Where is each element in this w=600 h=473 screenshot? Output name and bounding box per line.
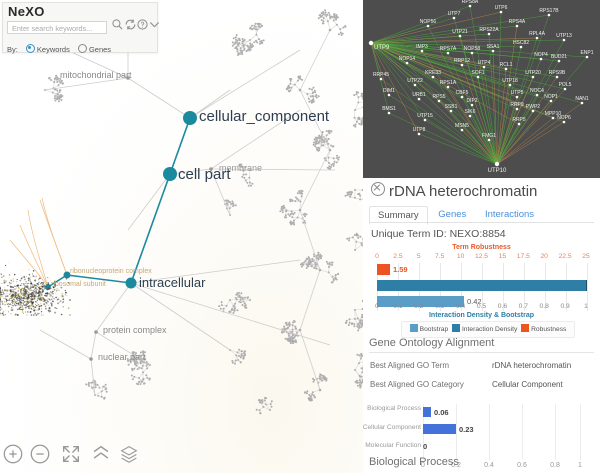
svg-text:NOP58: NOP58 bbox=[464, 46, 481, 52]
svg-text:ENP1: ENP1 bbox=[580, 50, 593, 56]
svg-text:RRP12: RRP12 bbox=[454, 58, 470, 64]
svg-text:BMS1: BMS1 bbox=[382, 106, 396, 112]
svg-text:UTP5: UTP5 bbox=[511, 90, 524, 96]
svg-text:RPS8A: RPS8A bbox=[462, 0, 479, 5]
svg-text:SOF1: SOF1 bbox=[471, 70, 484, 76]
svg-text:RPS22A: RPS22A bbox=[479, 27, 499, 33]
svg-text:RPS4A: RPS4A bbox=[509, 19, 526, 25]
svg-text:UTP7: UTP7 bbox=[448, 11, 461, 17]
svg-text:NAN1: NAN1 bbox=[575, 96, 589, 102]
svg-text:DIP2: DIP2 bbox=[466, 98, 477, 104]
svg-text:POL5: POL5 bbox=[559, 82, 572, 88]
svg-text:URB1: URB1 bbox=[412, 92, 426, 98]
svg-text:UTP8: UTP8 bbox=[413, 127, 426, 133]
svg-text:NOP4: NOP4 bbox=[534, 52, 548, 58]
svg-text:RRP9: RRP9 bbox=[510, 102, 524, 108]
svg-text:IMP3: IMP3 bbox=[416, 44, 428, 50]
svg-text:HSC82: HSC82 bbox=[513, 40, 529, 46]
svg-text:UTP10: UTP10 bbox=[488, 168, 507, 174]
svg-text:NOP6: NOP6 bbox=[557, 115, 571, 121]
svg-text:SSA1: SSA1 bbox=[487, 44, 500, 50]
svg-text:DIM1: DIM1 bbox=[383, 88, 395, 94]
svg-text:RCL1: RCL1 bbox=[500, 62, 513, 68]
svg-text:RPS7A: RPS7A bbox=[440, 46, 457, 52]
svg-text:UTP20: UTP20 bbox=[525, 70, 541, 76]
svg-text:UTP6: UTP6 bbox=[495, 5, 508, 11]
svg-text:NOP1: NOP1 bbox=[544, 94, 558, 100]
svg-text:CBF5: CBF5 bbox=[456, 90, 469, 96]
svg-text:RRP5: RRP5 bbox=[512, 117, 526, 123]
svg-text:BUD21: BUD21 bbox=[551, 54, 567, 60]
svg-text:RPS1A: RPS1A bbox=[440, 80, 457, 86]
svg-text:UTP21: UTP21 bbox=[452, 29, 468, 35]
svg-text:NOP56: NOP56 bbox=[420, 19, 437, 25]
svg-text:SIK6: SIK6 bbox=[465, 109, 476, 115]
svg-text:FMG1: FMG1 bbox=[482, 133, 496, 139]
svg-text:UTP13: UTP13 bbox=[556, 33, 572, 39]
svg-text:RPS5: RPS5 bbox=[432, 94, 445, 100]
svg-text:UTP18: UTP18 bbox=[502, 78, 518, 84]
svg-text:RPL4A: RPL4A bbox=[529, 31, 546, 37]
svg-text:UTP4: UTP4 bbox=[478, 60, 491, 66]
svg-text:UTP15: UTP15 bbox=[417, 113, 433, 119]
svg-text:SSB1: SSB1 bbox=[445, 104, 458, 110]
svg-text:RRP45: RRP45 bbox=[373, 72, 389, 78]
svg-text:NOP14: NOP14 bbox=[399, 56, 416, 62]
svg-text:MSN5: MSN5 bbox=[455, 123, 469, 129]
svg-text:UTP9: UTP9 bbox=[374, 45, 390, 51]
svg-text:RPS17B: RPS17B bbox=[539, 8, 559, 14]
svg-text:RPS9B: RPS9B bbox=[549, 70, 566, 76]
svg-text:NOC4: NOC4 bbox=[530, 88, 544, 94]
svg-text:PWP2: PWP2 bbox=[526, 104, 540, 110]
svg-text:UTP22: UTP22 bbox=[407, 78, 423, 84]
svg-text:KRE33: KRE33 bbox=[425, 70, 441, 76]
